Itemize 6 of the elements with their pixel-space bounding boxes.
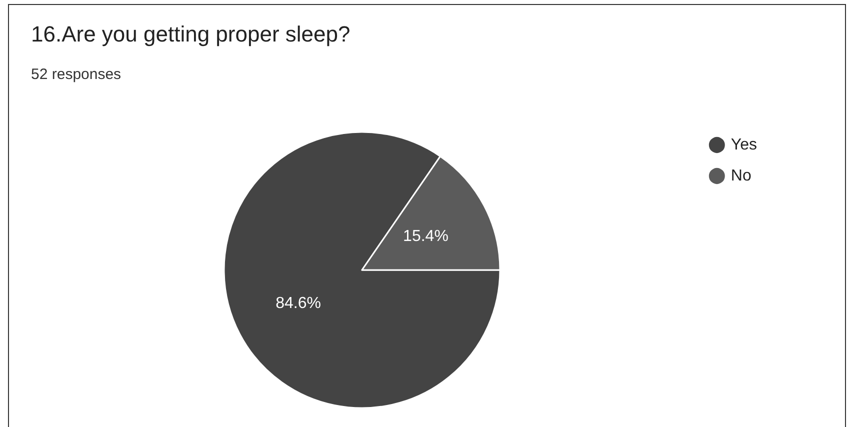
legend-label: Yes — [730, 136, 758, 154]
data-label: 84.6% — [276, 294, 321, 312]
chart-title: 16.Are you getting proper sleep? — [31, 22, 350, 46]
legend-label: No — [730, 168, 752, 184]
text: 52 responses — [31, 66, 122, 83]
data-label: 15.4% — [403, 228, 448, 246]
